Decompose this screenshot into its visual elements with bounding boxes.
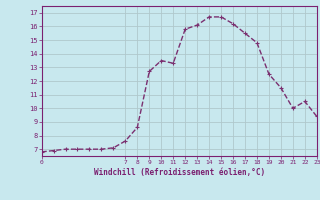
X-axis label: Windchill (Refroidissement éolien,°C): Windchill (Refroidissement éolien,°C) <box>94 168 265 177</box>
